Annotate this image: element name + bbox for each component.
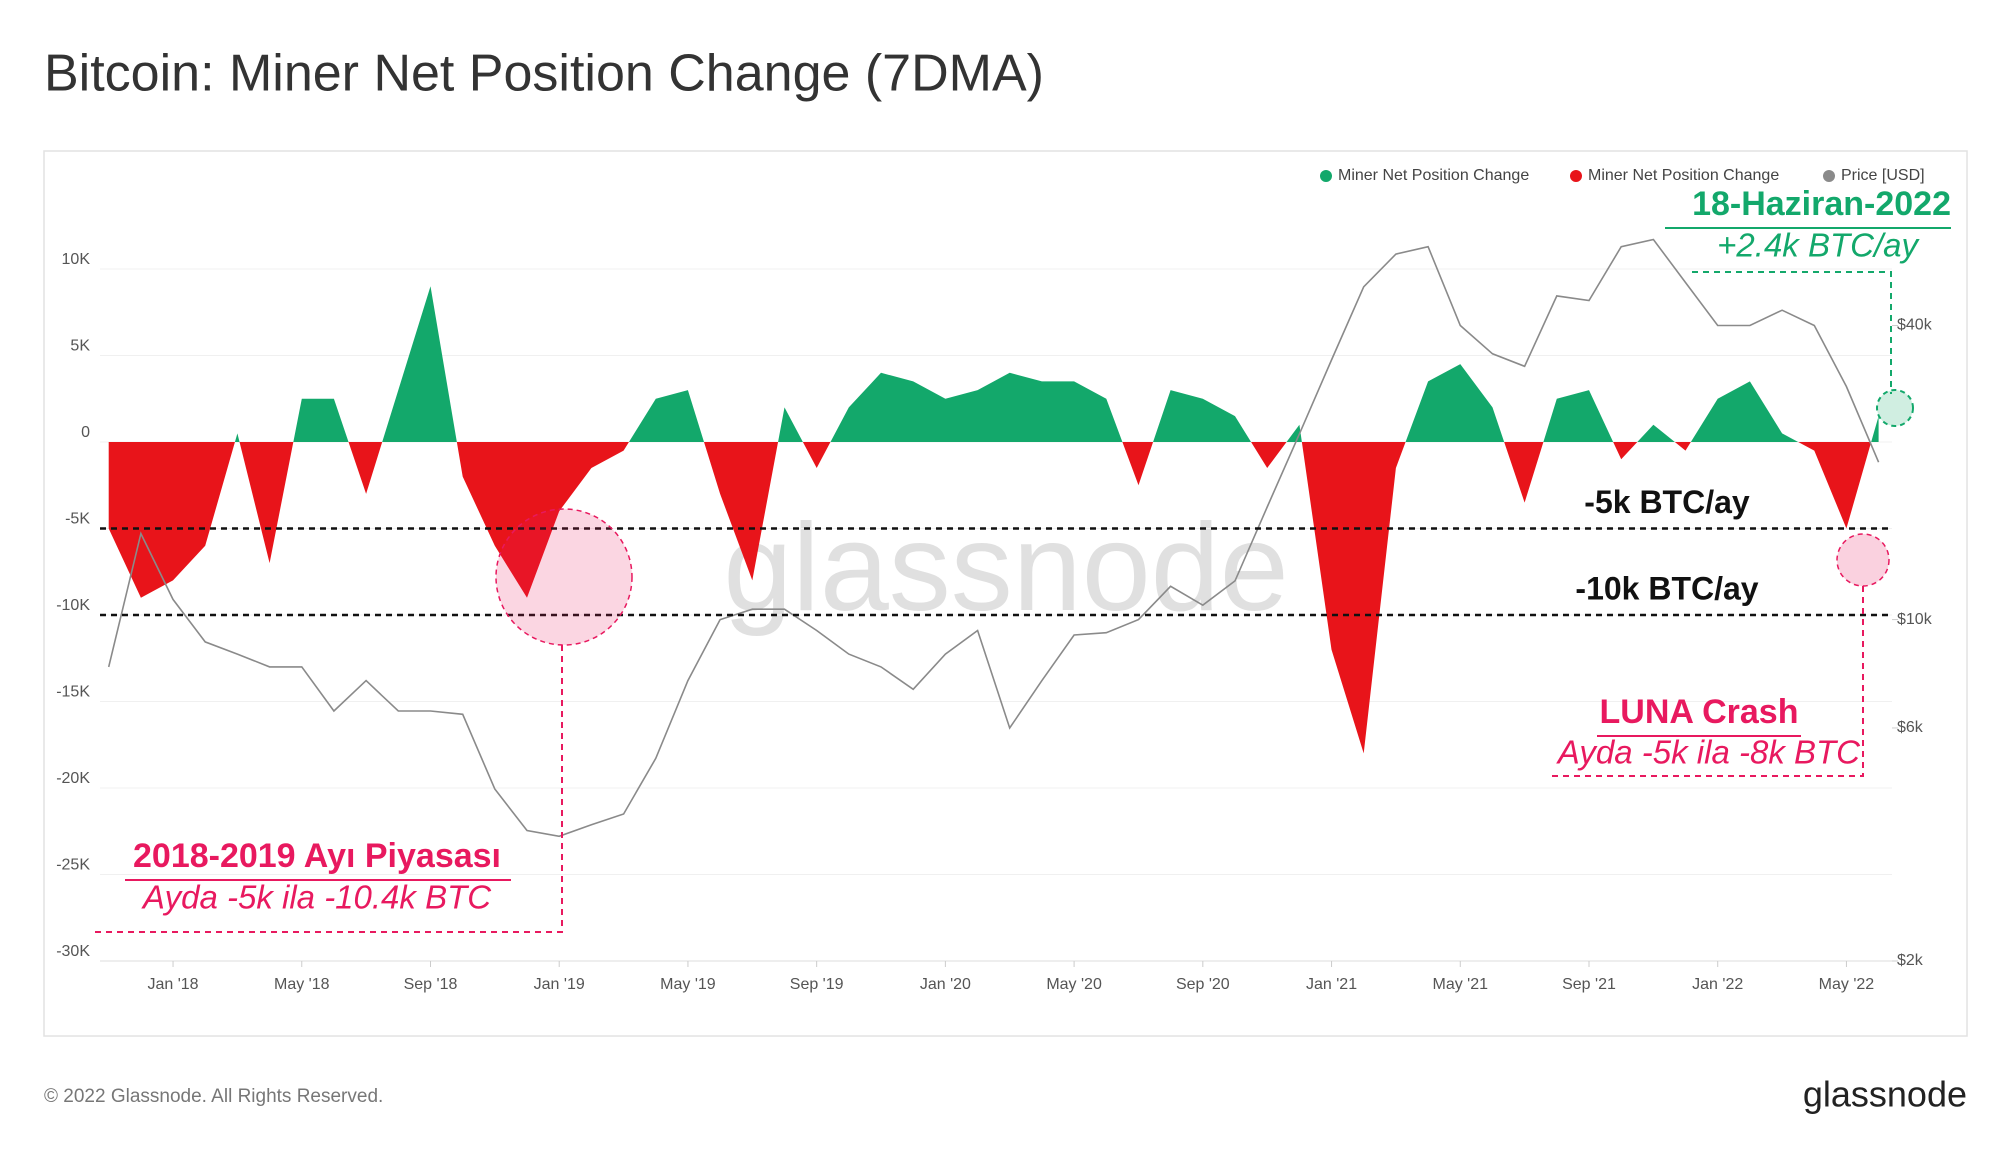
y-tick-label: -30K (56, 943, 90, 960)
y2-tick-label: $2k (1897, 952, 1924, 969)
annotation-title: 2018-2019 Ayı Piyasası (133, 837, 501, 875)
x-tick-label: Jan '22 (1692, 976, 1743, 993)
y2-tick-label: $10k (1897, 611, 1933, 628)
x-tick-label: Sep '20 (1176, 976, 1230, 993)
legend-label: Price [USD] (1841, 167, 1925, 184)
chart-frame (43, 150, 1968, 1037)
legend-marker (1570, 170, 1582, 182)
reference-label: -5k BTC/ay (1584, 484, 1750, 520)
y-tick-label: 10K (62, 251, 91, 268)
y2-tick-label: $6k (1897, 719, 1924, 736)
annotation-leader (1692, 271, 1892, 394)
x-tick-label: Sep '21 (1562, 976, 1616, 993)
annotation-title: LUNA Crash (1600, 693, 1799, 731)
y-tick-label: -15K (56, 684, 90, 701)
chart-title: Bitcoin: Miner Net Position Change (7DMA… (44, 45, 1044, 103)
copyright: © 2022 Glassnode. All Rights Reserved. (44, 1086, 383, 1107)
annotation-text: Ayda -5k ila -10.4k BTC (141, 879, 492, 916)
y2-tick-label: $40k (1897, 317, 1933, 334)
annotation-title: 18-Haziran-2022 (1692, 185, 1951, 223)
area-positive (108, 286, 1879, 442)
legend-label: Miner Net Position Change (1588, 167, 1779, 184)
x-tick-label: May '20 (1046, 976, 1102, 993)
y-tick-label: 5K (70, 338, 90, 355)
x-tick-label: Jan '21 (1306, 976, 1357, 993)
x-tick-label: May '22 (1819, 976, 1875, 993)
annotation-circle (1876, 389, 1914, 427)
annotation-circle (1836, 533, 1890, 587)
x-tick-label: Jan '18 (147, 976, 198, 993)
annotation-leader (1549, 586, 1864, 777)
y-tick-label: -20K (56, 770, 90, 787)
legend-marker (1320, 170, 1332, 182)
legend-label: Miner Net Position Change (1338, 167, 1529, 184)
x-tick-label: Jan '19 (534, 976, 585, 993)
annotation-text: +2.4k BTC/ay (1717, 227, 1920, 264)
y-tick-label: -5K (65, 511, 90, 528)
y-tick-label: -25K (56, 857, 90, 874)
reference-label: -10k BTC/ay (1575, 570, 1758, 606)
annotation-circle (495, 508, 633, 646)
x-tick-label: May '18 (274, 976, 330, 993)
x-tick-label: May '19 (660, 976, 716, 993)
x-tick-label: Jan '20 (920, 976, 971, 993)
footer-logo: glassnode (1803, 1074, 1967, 1115)
annotation-text: Ayda -5k ila -8k BTC (1556, 734, 1861, 771)
area-negative (108, 442, 1879, 754)
y-tick-label: 0 (81, 424, 90, 441)
legend-marker (1823, 170, 1835, 182)
x-tick-label: Sep '19 (790, 976, 844, 993)
x-tick-label: Sep '18 (404, 976, 458, 993)
price-line (107, 238, 1880, 838)
x-tick-label: May '21 (1433, 976, 1489, 993)
y-tick-label: -10K (56, 597, 90, 614)
annotation-leader (92, 645, 563, 933)
